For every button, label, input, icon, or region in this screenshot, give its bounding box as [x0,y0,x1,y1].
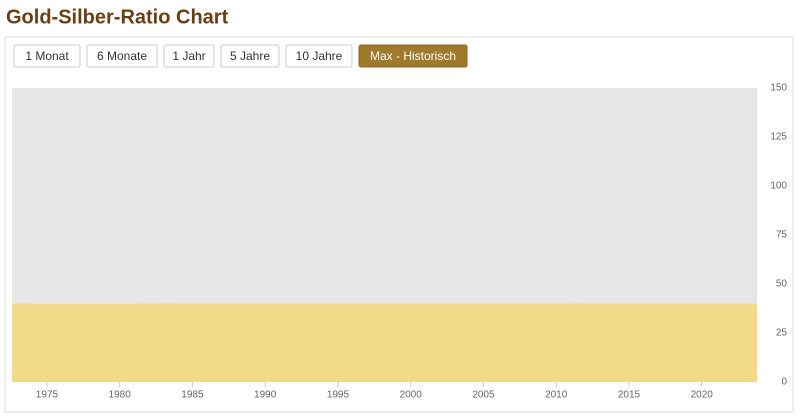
y-tick-label: 100 [770,181,787,192]
y-tick-label: 75 [776,230,788,241]
range-button-label[interactable]: 10 Jahre [296,49,343,63]
y-tick-label: 50 [776,279,788,290]
y-tick-label: 25 [776,328,788,339]
x-tick-label: 1985 [181,390,204,401]
y-tick-label: 0 [781,377,787,388]
range-button[interactable] [285,44,353,68]
x-tick-label: 2000 [400,390,423,401]
x-tick-label: 1995 [327,390,350,401]
range-button[interactable] [358,44,468,68]
range-button[interactable] [13,44,81,68]
x-tick-label: 2020 [691,390,714,401]
chart-title: Gold-Silber-Ratio Chart [6,6,229,28]
range-button[interactable] [86,44,158,68]
x-tick-label: 1975 [36,390,59,401]
x-tick-label: 1980 [109,390,132,401]
x-tick-label: 1990 [254,390,277,401]
range-button[interactable] [220,44,280,68]
range-button-label[interactable]: 1 Monat [25,49,69,63]
range-button[interactable] [163,44,215,68]
y-tick-label: 150 [770,83,787,94]
x-tick-label: 2005 [472,390,495,401]
range-button-label[interactable]: 6 Monate [97,49,147,63]
x-tick-label: 2010 [545,390,568,401]
zone [12,303,757,382]
x-tick-label: 2015 [618,390,641,401]
zone [12,88,757,304]
y-tick-label: 125 [770,132,787,143]
range-button-label[interactable]: 1 Jahr [172,49,205,63]
range-button-label[interactable]: Max - Historisch [370,49,456,63]
range-button-label[interactable]: 5 Jahre [230,49,270,63]
